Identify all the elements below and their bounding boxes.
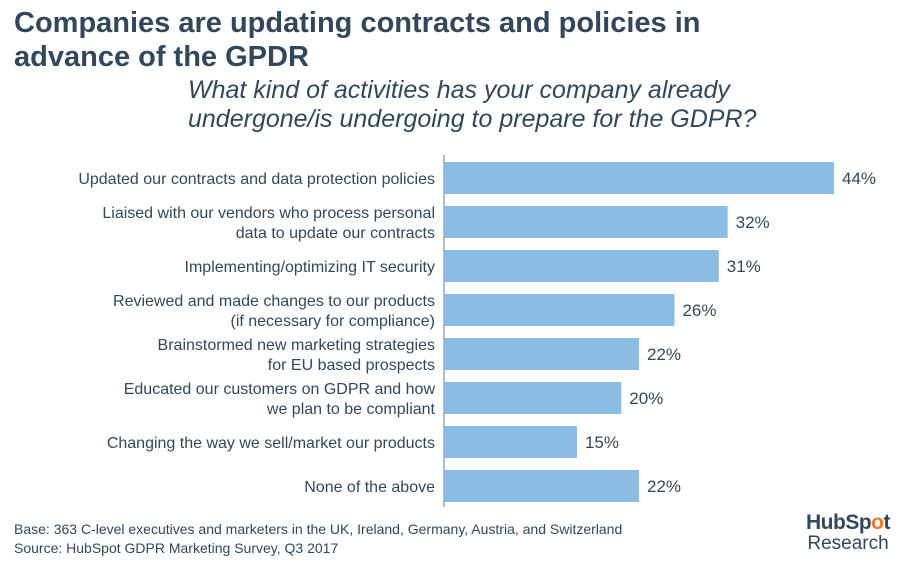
- value-label-3: 31%: [727, 257, 761, 276]
- category-label-line: Liaised with our vendors who process per…: [102, 205, 435, 222]
- category-label-line: Brainstormed new marketing strategies: [158, 337, 435, 354]
- category-label-line: we plan to be compliant: [266, 401, 436, 418]
- bar-6: [444, 382, 622, 414]
- bar-5: [444, 338, 639, 370]
- category-label-line: (if necessary for compliance): [230, 313, 435, 330]
- value-label-8: 22%: [647, 477, 681, 496]
- base-note: Base: 363 C-level executives and markete…: [14, 521, 623, 537]
- category-label-8: None of the above: [304, 479, 435, 496]
- value-label-7: 15%: [585, 433, 619, 452]
- value-label-6: 20%: [629, 389, 663, 408]
- category-label-5: Brainstormed new marketing strategies for…: [158, 337, 435, 374]
- logo-part-1: HubSp: [806, 511, 872, 534]
- hubspot-logo: HubSpot: [806, 511, 890, 535]
- bar-4: [444, 294, 675, 326]
- logo-sprocket: o: [871, 511, 884, 534]
- subtitle-line-2: undergone/is undergoing to prepare for t…: [188, 105, 757, 133]
- bar-8: [444, 470, 639, 502]
- research-label: Research: [807, 533, 889, 554]
- bar-1: [444, 162, 834, 194]
- category-label-2: Liaised with our vendors who process per…: [102, 205, 435, 242]
- category-label-line: Reviewed and made changes to our product…: [113, 293, 435, 310]
- category-label-line: Updated our contracts and data protectio…: [78, 171, 435, 188]
- logo-part-2: t: [883, 511, 891, 534]
- category-label-1: Updated our contracts and data protectio…: [78, 171, 435, 188]
- bar-2: [444, 206, 728, 238]
- category-label-3: Implementing/optimizing IT security: [185, 259, 435, 276]
- category-label-line: for EU based prospects: [268, 357, 435, 374]
- chart-subtitle: What kind of activities has your company…: [188, 76, 788, 134]
- category-label-line: Changing the way we sell/market our prod…: [107, 435, 435, 452]
- value-label-5: 22%: [647, 345, 681, 364]
- category-label-line: None of the above: [304, 479, 435, 496]
- category-label-4: Reviewed and made changes to our product…: [113, 293, 435, 330]
- hubspot-research-logo: HubSpot Research: [806, 511, 890, 555]
- value-label-2: 32%: [736, 213, 770, 232]
- value-label-4: 26%: [682, 301, 716, 320]
- bar-7: [444, 426, 577, 458]
- value-label-1: 44%: [842, 169, 876, 188]
- source-note: Source: HubSpot GDPR Marketing Survey, Q…: [14, 540, 339, 556]
- category-label-6: Educated our customers on GDPR and how we…: [124, 381, 436, 418]
- category-label-line: Implementing/optimizing IT security: [185, 259, 435, 276]
- category-label-7: Changing the way we sell/market our prod…: [107, 435, 435, 452]
- category-label-line: Educated our customers on GDPR and how: [124, 381, 436, 398]
- category-label-line: data to update our contracts: [236, 225, 435, 242]
- chart-footer: Base: 363 C-level executives and markete…: [14, 520, 622, 558]
- bar-3: [444, 250, 719, 282]
- chart-title: Companies are updating contracts and pol…: [14, 7, 701, 73]
- subtitle-line-1: What kind of activities has your company…: [188, 76, 730, 104]
